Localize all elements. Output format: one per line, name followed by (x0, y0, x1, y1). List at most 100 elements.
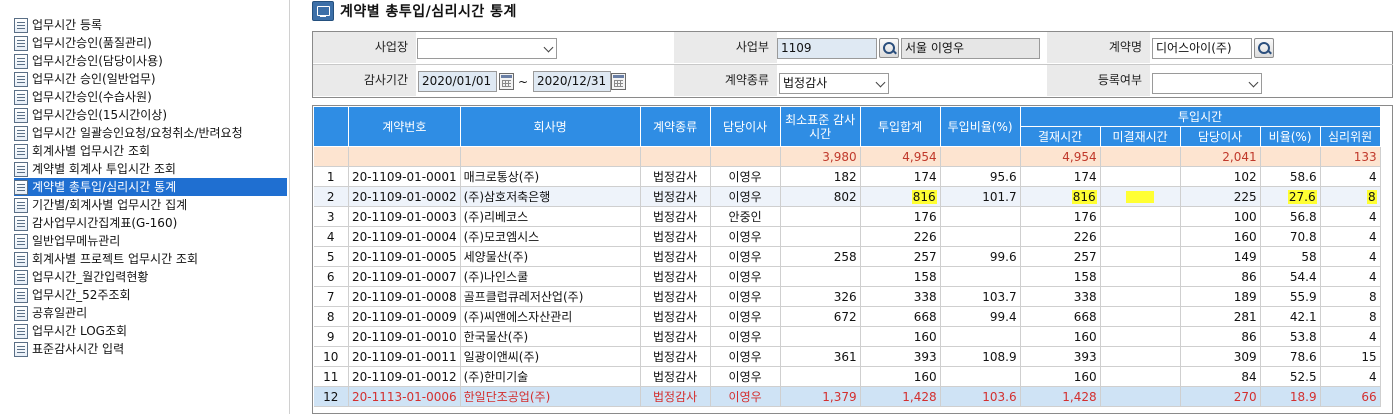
approved-cell: 176 (1019, 206, 1101, 227)
menu-item[interactable]: 회계사별 업무시간 조회 (14, 142, 150, 160)
table-row[interactable]: 4 20-1109-01-0004 (주)모코엠시스 법정감사 이영우 226 226 160… (313, 226, 1381, 247)
table-row[interactable]: 7 20-1109-01-0008 골프클럽큐레저산업(주) 법정감사 이영우 326 33… (313, 286, 1381, 307)
cell-text: 8 (1368, 289, 1377, 304)
menu-item[interactable]: 업무시간 승인(일반업무) (14, 70, 156, 88)
table-row[interactable]: 12 20-1113-01-0006 한일단조공업(주) 법정감사 이영우 1,379 1,… (313, 386, 1381, 407)
table-row[interactable]: 2 20-1109-01-0002 (주)삼호저축은행 법정감사 이영우 802 816 10… (313, 186, 1381, 207)
col-header-director-time[interactable]: 담당이사 (1179, 126, 1261, 147)
cell-text: 182 (833, 169, 857, 184)
col-header-min-std-time[interactable]: 최소표준 감사시간 (779, 106, 861, 147)
col-header-unapproved-time[interactable]: 미결재시간 (1099, 126, 1181, 147)
cell-text: (주)한미기술 (463, 370, 529, 384)
chevron-down-icon (543, 42, 554, 53)
cell-text: 4 (326, 229, 335, 244)
menu-item[interactable]: 업무시간승인(품질관리) (14, 34, 152, 52)
director-cell: 이영우 (709, 186, 781, 207)
menu-item-label: 회계사별 업무시간 조회 (32, 144, 151, 158)
menu-item[interactable]: 업무시간 일괄승인요청/요청취소/반려요청 (14, 124, 243, 142)
cell-text: 법정감사 (653, 390, 698, 404)
table-row[interactable]: 10 20-1109-01-0011 일광이앤씨(주) 법정감사 이영우 361 393 10… (313, 346, 1381, 367)
cell-text: 안중인 (728, 210, 762, 224)
col-header-total[interactable]: 투입합계 (859, 106, 941, 147)
table-row[interactable]: 3 20-1109-01-0003 (주)리베코스 법정감사 안중인 176 176 100 5… (313, 206, 1381, 227)
col-header-director[interactable]: 담당이사 (709, 106, 781, 147)
col-header-company[interactable]: 회사명 (459, 106, 641, 147)
type-select-value: 법정감사 (783, 76, 828, 90)
menu-item[interactable]: 업무시간 등록 (14, 16, 102, 34)
unapproved-cell (1099, 306, 1181, 327)
col-header-percent[interactable]: 비율(%) (1259, 126, 1321, 147)
table-row[interactable]: 5 20-1109-01-0005 세양물산(주) 법정감사 이영우 258 257 99.6… (313, 246, 1381, 267)
dir-time-cell: 270 (1179, 386, 1261, 407)
col-header-reviewer[interactable]: 심리위원 (1319, 126, 1381, 147)
cell-text: 86 (1241, 329, 1257, 344)
date-from-field[interactable]: 2020/01/01 (418, 71, 497, 92)
cell-text: 이영우 (728, 270, 762, 284)
reviewer-cell: 8 (1319, 286, 1381, 307)
menu-item[interactable]: 업무시간 LOG조회 (14, 322, 127, 340)
company-cell: (주)한미기술 (459, 366, 641, 387)
row-number-header (313, 106, 349, 147)
approved-cell: 160 (1019, 366, 1101, 387)
menu-item[interactable]: 표준감사시간 입력 (14, 340, 124, 358)
menu-item[interactable]: 계약별 회계사 투입시간 조회 (14, 160, 176, 178)
calendar-icon[interactable] (611, 73, 626, 90)
cell-text: 20-1109-01-0008 (352, 289, 457, 304)
table-row[interactable]: 9 20-1109-01-0010 한국물산(주) 법정감사 이영우 160 160 86 53… (313, 326, 1381, 347)
menu-item[interactable]: 공휴일관리 (14, 304, 87, 322)
dir-time-cell: 86 (1179, 326, 1261, 347)
cell-text: 160 (913, 329, 937, 344)
cell-text: 158 (913, 269, 937, 284)
col-header-contract-no[interactable]: 계약번호 (348, 106, 461, 147)
director-cell: 이영우 (709, 386, 781, 407)
menu-item[interactable]: 업무시간승인(15시간이상) (14, 106, 167, 124)
menu-item[interactable]: 회계사별 프로젝트 업무시간 조회 (14, 250, 198, 268)
cell-text: 일광이앤씨(주) (463, 350, 540, 364)
director-cell: 이영우 (709, 346, 781, 367)
menu-item[interactable]: 업무시간승인(수습사원) (14, 88, 152, 106)
contract-no-cell: 20-1109-01-0012 (348, 366, 461, 387)
cell-text: 1 (326, 169, 335, 184)
date-to-field[interactable]: 2020/12/31 (533, 71, 611, 92)
cell-text: 20-1109-01-0004 (352, 229, 457, 244)
cell-text: 이영우 (728, 190, 762, 204)
contract-field[interactable]: 디어스아이(주) (1152, 38, 1252, 59)
menu-item-label: 업무시간_52주조회 (32, 288, 131, 302)
type-cell: 법정감사 (639, 206, 711, 227)
cell-text: 78.6 (1289, 349, 1317, 364)
ratio-cell: 95.6 (939, 166, 1021, 187)
table-row[interactable]: 8 20-1109-01-0009 (주)씨앤에스자산관리 법정감사 이영우 672 668… (313, 306, 1381, 327)
menu-item[interactable]: 업무시간승인(담당이사용) (14, 52, 163, 70)
dept-search-button[interactable] (879, 38, 899, 58)
menu-item[interactable]: 업무시간_월간입력현황 (14, 268, 148, 286)
menu-item-label: 업무시간승인(수습사원) (32, 90, 152, 104)
cell-text: 174 (913, 169, 937, 184)
pct-cell: 78.6 (1259, 346, 1321, 367)
ratio-cell (939, 206, 1021, 227)
type-cell: 법정감사 (639, 386, 711, 407)
site-select[interactable] (417, 38, 557, 59)
table-row[interactable]: 6 20-1109-01-0007 (주)나인스쿨 법정감사 이영우 158 158 86 54… (313, 266, 1381, 287)
col-header-approved-time[interactable]: 결재시간 (1019, 126, 1101, 147)
dept-code-field[interactable]: 1109 (777, 38, 877, 59)
menu-item[interactable]: 기간별/회계사별 업무시간 집계 (14, 196, 187, 214)
cell-text: 20-1109-01-0012 (352, 369, 457, 384)
table-row[interactable]: 1 20-1109-01-0001 매크로통상(주) 법정감사 이영우 182 174 95.… (313, 166, 1381, 187)
company-cell: 세양물산(주) (459, 246, 641, 267)
menu-item[interactable]: 계약별 총투입/심리시간 통계 (14, 178, 287, 196)
menu-item[interactable]: 감사업무시간집계표(G-160) (14, 214, 177, 232)
type-select[interactable]: 법정감사 (779, 73, 889, 94)
cell-text: 66 (1361, 389, 1377, 404)
table-row[interactable]: 11 20-1109-01-0012 (주)한미기술 법정감사 이영우 160 160 84 5… (313, 366, 1381, 387)
calendar-icon[interactable] (499, 73, 514, 90)
registration-select[interactable] (1152, 73, 1262, 94)
menu-item[interactable]: 업무시간_52주조회 (14, 286, 131, 304)
col-header-ratio[interactable]: 투입비율(%) (939, 106, 1021, 147)
dir-time-cell: 86 (1179, 266, 1261, 287)
contract-search-button[interactable] (1254, 38, 1274, 58)
document-icon (14, 341, 28, 357)
cell-text: 15 (1361, 349, 1377, 364)
menu-item[interactable]: 일반업무메뉴관리 (14, 232, 120, 250)
col-header-contract-type[interactable]: 계약종류 (639, 106, 711, 147)
document-icon (14, 107, 28, 123)
